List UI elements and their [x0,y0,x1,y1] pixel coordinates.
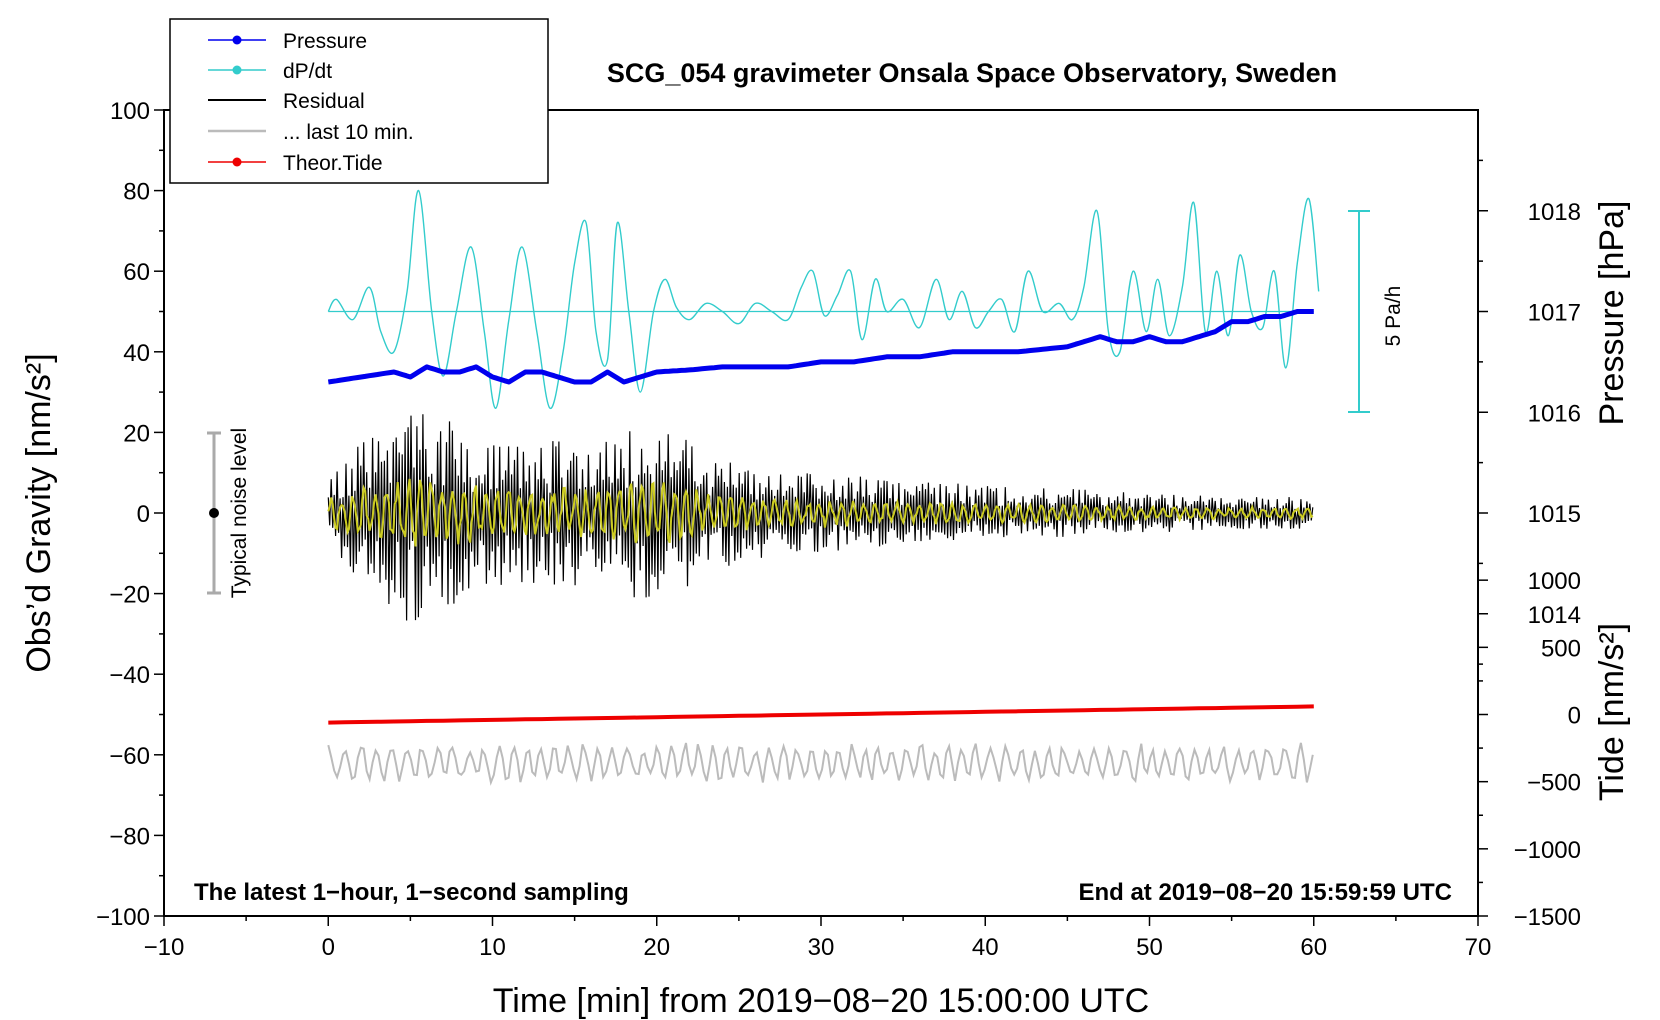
noise-bar-center-dot [209,508,219,518]
y-axis-label-pressure: Pressure [hPa] [1593,201,1631,426]
legend-label-pressure: Pressure [283,30,367,53]
pressure-tick-label: 1015 [1528,501,1581,528]
chart-title: SCG_054 gravimeter Onsala Space Observat… [607,58,1337,88]
legend-item-last-10-min: ... last 10 min. [208,121,414,144]
note-end-time: End at 2019−08−20 15:59:59 UTC [1078,879,1452,906]
x-tick-label: 10 [479,934,506,961]
tide-tick-label: 500 [1541,635,1581,662]
x-tick-label: 30 [808,934,835,961]
tide-tick-label: −1000 [1514,837,1581,864]
pressure-tick-label: 1017 [1528,300,1581,327]
y-tick-label: −60 [109,743,150,770]
x-axis: −10 0 10 20 30 40 50 60 70 [144,916,1492,961]
scale-label: 5 Pa/h [1382,286,1405,347]
pressure-tick-label: 1014 [1528,602,1581,629]
x-tick-label: −10 [144,934,185,961]
y-tick-label: 40 [123,340,150,367]
y-tick-label: 100 [110,98,150,125]
tide-tick-label: −1500 [1514,904,1581,931]
y-tick-label: 0 [137,501,150,528]
x-axis-label: Time [min] from 2019−08−20 15:00:00 UTC [493,982,1149,1020]
legend-marker-dpdt [232,65,242,75]
y-axis-label-tide: Tide [nm/s²] [1593,623,1631,801]
tide-tick-label: 1000 [1528,568,1581,595]
y-tick-label: −40 [109,662,150,689]
x-tick-label: 50 [1136,934,1163,961]
plot-traces [327,189,1320,786]
y-tick-label: 60 [123,259,150,286]
legend: Pressure dP/dt Residual ... last 10 min.… [169,18,549,184]
legend-marker-theor-tide [232,157,242,167]
legend-item-pressure: Pressure [208,30,367,53]
y-tick-label: 80 [123,179,150,206]
legend-item-theor-tide: Theor.Tide [208,152,383,175]
note-sampling: The latest 1−hour, 1−second sampling [194,879,629,906]
x-tick-label: 20 [643,934,670,961]
legend-item-residual: Residual [208,90,365,113]
pressure-tick-label: 1018 [1528,199,1581,226]
series-pressure [327,309,1314,385]
legend-label-theor-tide: Theor.Tide [283,152,383,175]
y-tick-label: −100 [96,904,150,931]
series-residual-smoothed [327,478,1314,547]
y-axis-gravity: 100 80 60 40 20 0 −20 −40 −60 −80 −100 [96,98,164,931]
x-tick-label: 40 [972,934,999,961]
tide-tick-label: 0 [1568,703,1581,730]
series-residual [327,414,1314,621]
series-last-10-min [327,742,1314,786]
series-theor-tide [328,704,1314,725]
legend-item-dpdt: dP/dt [208,60,332,83]
legend-label-residual: Residual [283,90,365,113]
noise-label: Typical noise level [228,428,251,598]
legend-label-last-10-min: ... last 10 min. [283,121,414,144]
y-tick-label: −80 [109,823,150,850]
pressure-tick-label: 1016 [1528,400,1581,427]
series-dpdt [327,189,1320,409]
rate-scale-bar: 5 Pa/h [1348,210,1405,413]
y-axis-label-gravity: Obs’d Gravity [nm/s²] [20,353,58,672]
legend-label-dpdt: dP/dt [283,60,332,83]
x-tick-label: 70 [1465,934,1492,961]
y-tick-label: 20 [123,420,150,447]
noise-indicator: Typical noise level [207,428,251,598]
x-tick-label: 60 [1300,934,1327,961]
x-tick-label: 0 [322,934,335,961]
y-tick-label: −20 [109,582,150,609]
tide-tick-label: −500 [1527,770,1581,797]
legend-marker-pressure [232,35,242,45]
y-axis-right: 1018 1017 1016 1015 1014 1000 500 0 −500 −1000 −15… [1478,159,1581,931]
